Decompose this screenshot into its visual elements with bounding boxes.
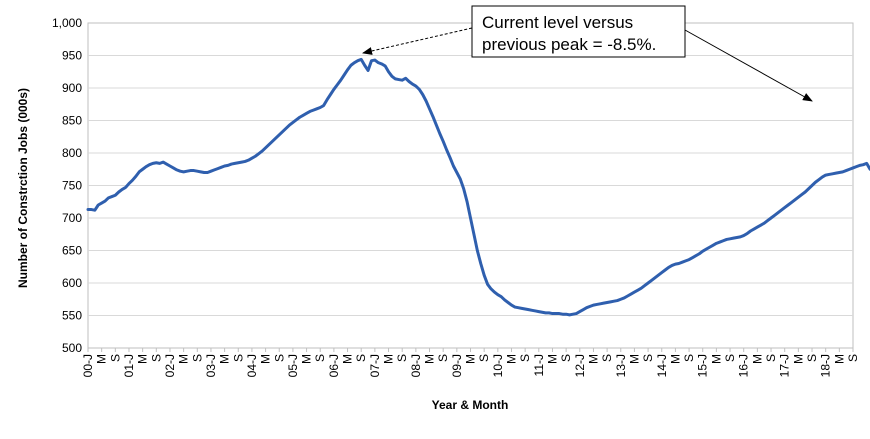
x-tick-label: S xyxy=(723,354,737,362)
y-tick-label: 600 xyxy=(62,276,82,290)
x-tick-label: S xyxy=(600,354,614,362)
x-tick-label: S xyxy=(559,354,573,362)
x-tick-label: M xyxy=(423,354,437,364)
annotation-text-line1: Current level versus xyxy=(482,13,633,32)
x-tick-label: 13-J xyxy=(614,354,628,377)
annotation-callout: Current level versus previous peak = -8.… xyxy=(362,5,813,102)
x-tick-label: M xyxy=(177,354,191,364)
y-tick-label: 650 xyxy=(62,244,82,258)
y-tick-label: 950 xyxy=(62,49,82,63)
x-tick-label: 17-J xyxy=(778,354,792,377)
x-tick-label: 01-J xyxy=(122,354,136,377)
x-tick-label: 04-J xyxy=(245,354,259,377)
x-tick-label: 07-J xyxy=(368,354,382,377)
x-tick-label: S xyxy=(190,354,204,362)
x-tick-label: S xyxy=(108,354,122,362)
x-tick-label: M xyxy=(586,354,600,364)
annotation-box xyxy=(471,5,686,58)
x-tick-label: M xyxy=(545,354,559,364)
x-tick-label: M xyxy=(95,354,109,364)
annotation-arrow-to-peak xyxy=(362,27,473,55)
x-tick-label: 02-J xyxy=(163,354,177,377)
x-tick-label: S xyxy=(477,354,491,362)
x-tick-label: M xyxy=(259,354,273,364)
x-tick-label: S xyxy=(313,354,327,362)
x-tick-label: S xyxy=(272,354,286,362)
x-tick-label: 09-J xyxy=(450,354,464,377)
x-tick-label: 08-J xyxy=(409,354,423,377)
x-tick-label: M xyxy=(627,354,641,364)
x-tick-label: M xyxy=(218,354,232,364)
y-tick-label: 1,000 xyxy=(52,16,82,30)
x-tick-label: M xyxy=(750,354,764,364)
x-axis-ticks: 00-J M S 01-J M S 02-J M S 03-J M S 04-J M S 05-J M S 06-J… xyxy=(81,348,860,377)
y-tick-label: 500 xyxy=(62,341,82,355)
x-tick-label: M xyxy=(832,354,846,364)
x-tick-label: S xyxy=(682,354,696,362)
x-tick-label: S xyxy=(846,354,860,362)
x-tick-label: M xyxy=(504,354,518,364)
y-tick-label: 900 xyxy=(62,81,82,95)
x-tick-label: S xyxy=(231,354,245,362)
x-axis-label: Year & Month xyxy=(432,398,509,412)
x-tick-label: S xyxy=(395,354,409,362)
x-tick-label: S xyxy=(149,354,163,362)
x-tick-label: M xyxy=(791,354,805,364)
y-tick-label: 800 xyxy=(62,146,82,160)
x-tick-label: S xyxy=(805,354,819,362)
x-tick-label: 11-J xyxy=(532,354,546,376)
y-axis-ticks: 500 550 600 650 700 750 800 850 900 950 1,000 xyxy=(52,16,82,355)
x-tick-label: 00-J xyxy=(81,354,95,377)
x-tick-label: M xyxy=(136,354,150,364)
x-tick-label: 12-J xyxy=(573,354,587,377)
annotation-arrow-to-current xyxy=(684,29,813,102)
x-tick-label: M xyxy=(300,354,314,364)
x-tick-label: 18-J xyxy=(819,354,833,377)
gridlines xyxy=(88,55,853,316)
x-tick-label: M xyxy=(464,354,478,364)
x-tick-label: 05-J xyxy=(286,354,300,377)
x-tick-label: M xyxy=(341,354,355,364)
x-tick-label: S xyxy=(764,354,778,362)
annotation-text-line2: previous peak = -8.5%. xyxy=(482,35,656,54)
x-tick-label: M xyxy=(668,354,682,364)
x-tick-label: S xyxy=(518,354,532,362)
series-line xyxy=(86,57,870,317)
x-tick-label: 15-J xyxy=(696,354,710,377)
x-tick-label: S xyxy=(641,354,655,362)
x-tick-label: M xyxy=(709,354,723,364)
x-tick-label: 10-J xyxy=(491,354,505,377)
x-tick-label: 14-J xyxy=(655,354,669,377)
y-axis-label: Number of Constrction Jobs (000s) xyxy=(16,88,30,288)
x-tick-label: S xyxy=(436,354,450,362)
series-group xyxy=(86,57,870,317)
y-tick-label: 750 xyxy=(62,179,82,193)
x-tick-label: M xyxy=(382,354,396,364)
y-tick-label: 850 xyxy=(62,114,82,128)
x-tick-label: 03-J xyxy=(204,354,218,377)
x-tick-label: 06-J xyxy=(327,354,341,377)
x-tick-label: 16-J xyxy=(737,354,751,377)
y-tick-label: 700 xyxy=(62,211,82,225)
x-tick-label: S xyxy=(354,354,368,362)
y-tick-label: 550 xyxy=(62,309,82,323)
